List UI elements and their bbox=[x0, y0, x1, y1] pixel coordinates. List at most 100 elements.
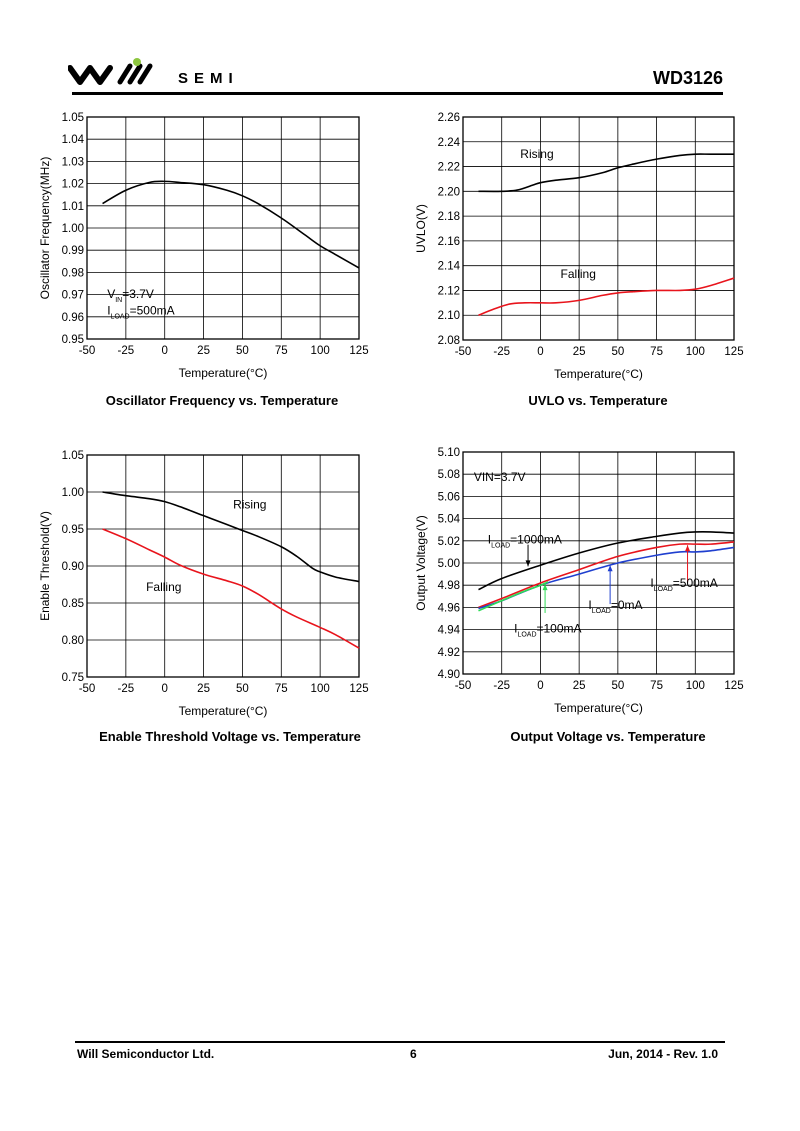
footer-company: Will Semiconductor Ltd. bbox=[77, 1047, 215, 1061]
annotation-label: Falling bbox=[561, 267, 596, 281]
series-line bbox=[478, 530, 735, 591]
logo-wave-mark bbox=[68, 65, 113, 85]
y-tick-label: 0.85 bbox=[62, 598, 84, 610]
y-tick-label: 1.03 bbox=[62, 156, 84, 168]
series-line bbox=[102, 180, 360, 269]
x-tick-label: 0 bbox=[537, 346, 543, 358]
x-tick-label: 100 bbox=[686, 680, 705, 692]
x-axis-label: Temperature(°C) bbox=[179, 366, 268, 380]
x-tick-label: 75 bbox=[650, 346, 663, 358]
x-tick-label: -25 bbox=[493, 680, 510, 692]
x-tick-label: -50 bbox=[455, 346, 472, 358]
x-tick-label: 100 bbox=[311, 345, 330, 357]
annotation-label: ILOAD=100mA bbox=[514, 621, 581, 638]
y-tick-label: 1.00 bbox=[62, 487, 84, 499]
series-line bbox=[478, 277, 735, 316]
y-tick-label: 0.80 bbox=[62, 635, 84, 647]
y-tick-label: 4.90 bbox=[438, 669, 460, 681]
x-axis-label: Temperature(°C) bbox=[554, 367, 643, 381]
x-tick-label: 125 bbox=[349, 683, 368, 695]
annotation-subscript: IN bbox=[115, 297, 122, 304]
x-tick-label: 0 bbox=[537, 680, 543, 692]
y-tick-label: 4.96 bbox=[438, 602, 460, 614]
logo-slash-2 bbox=[127, 63, 143, 85]
y-tick-label: 4.94 bbox=[438, 625, 461, 637]
x-tick-label: 75 bbox=[275, 683, 288, 695]
annotation-text: Rising bbox=[233, 498, 266, 512]
x-tick-label: 25 bbox=[573, 346, 586, 358]
y-tick-label: 1.04 bbox=[62, 134, 85, 146]
annotation-label: Falling bbox=[146, 580, 181, 594]
annotation-subscript: LOAD bbox=[592, 608, 611, 615]
annotation-text: VIN=3.7V bbox=[474, 470, 526, 484]
series-line bbox=[478, 153, 734, 193]
annotation-text: I bbox=[650, 576, 653, 590]
y-tick-label: 0.75 bbox=[62, 672, 84, 684]
annotation-text: Falling bbox=[561, 267, 596, 281]
annotation-subscript: LOAD bbox=[654, 586, 673, 593]
y-tick-label: 2.10 bbox=[438, 310, 460, 322]
annotation-subscript: LOAD bbox=[517, 631, 536, 638]
y-tick-label: 2.12 bbox=[438, 285, 460, 297]
uvlo-chart: -50 -25 0 25 50 75 100 125 2.08 2.10 2.12 2.14 2.16 2… bbox=[414, 112, 744, 381]
annotation-text: I bbox=[514, 621, 517, 635]
caption-uvlo: UVLO vs. Temperature bbox=[528, 393, 668, 408]
plot-frame bbox=[462, 451, 735, 675]
caption-enable-threshold: Enable Threshold Voltage vs. Temperature bbox=[99, 729, 361, 744]
y-tick-label: 5.08 bbox=[438, 469, 460, 481]
x-tick-label: 100 bbox=[311, 683, 330, 695]
annotation-text: Falling bbox=[146, 580, 181, 594]
y-tick-label: 4.98 bbox=[438, 580, 460, 592]
y-tick-label: 0.97 bbox=[62, 290, 84, 302]
annotation-text-rest: =3.7V bbox=[122, 287, 154, 301]
x-tick-label: 50 bbox=[236, 683, 249, 695]
output-voltage-chart: -50 -25 0 25 50 75 100 125 4.90 4.92 4.94 4.96 4.98 5… bbox=[414, 447, 744, 715]
x-tick-label: -50 bbox=[79, 683, 96, 695]
x-tick-label: -50 bbox=[79, 345, 96, 357]
annotation-text: I bbox=[107, 304, 110, 318]
y-tick-label: 1.01 bbox=[62, 201, 84, 213]
annotation-arrow-head bbox=[607, 565, 613, 572]
y-tick-label: 2.08 bbox=[438, 335, 460, 347]
annotation-text-rest: =500mA bbox=[130, 304, 175, 318]
y-tick-label: 4.92 bbox=[438, 647, 460, 659]
annotation-arrow-head bbox=[542, 584, 548, 591]
y-tick-label: 1.02 bbox=[62, 179, 84, 191]
series-line bbox=[102, 528, 360, 649]
y-tick-label: 2.16 bbox=[438, 236, 460, 248]
y-tick-label: 0.95 bbox=[62, 334, 84, 346]
x-tick-label: -25 bbox=[493, 346, 510, 358]
plot-frame bbox=[86, 454, 360, 678]
footer-date-revision: Jun, 2014 - Rev. 1.0 bbox=[608, 1047, 718, 1061]
series-line bbox=[102, 491, 360, 583]
y-tick-label: 2.14 bbox=[438, 261, 461, 273]
y-tick-label: 2.22 bbox=[438, 162, 460, 174]
caption-output-voltage: Output Voltage vs. Temperature bbox=[510, 729, 706, 744]
footer-rule bbox=[75, 1041, 725, 1043]
x-tick-label: 125 bbox=[349, 345, 368, 357]
x-tick-label: 50 bbox=[611, 346, 624, 358]
annotation-label: Rising bbox=[520, 147, 553, 161]
annotation-label: ILOAD=500mA bbox=[107, 304, 174, 321]
y-tick-label: 2.26 bbox=[438, 112, 460, 124]
oscillator-frequency-chart: -50 -25 0 25 50 75 100 125 0.95 0.96 0.97 0.98 0.99 1… bbox=[38, 112, 369, 380]
annotation-text: I bbox=[488, 533, 491, 547]
x-tick-label: 25 bbox=[573, 680, 586, 692]
x-tick-label: -25 bbox=[118, 345, 135, 357]
footer-page-number: 6 bbox=[410, 1047, 417, 1061]
x-tick-label: 125 bbox=[724, 680, 743, 692]
enable-threshold-chart: -50 -25 0 25 50 75 100 125 0.75 0.80 0.85 0.90 0.95 1… bbox=[38, 450, 369, 718]
y-tick-label: 5.06 bbox=[438, 491, 460, 503]
y-tick-label: 1.00 bbox=[62, 223, 84, 235]
y-tick-label: 1.05 bbox=[62, 112, 84, 124]
x-tick-label: 50 bbox=[611, 680, 624, 692]
annotation-label: VIN=3.7V bbox=[474, 470, 526, 484]
y-tick-label: 5.02 bbox=[438, 536, 460, 548]
document-id: WD3126 bbox=[652, 68, 723, 88]
plot-frame bbox=[462, 116, 735, 341]
x-axis-label: Temperature(°C) bbox=[179, 704, 268, 718]
annotation-arrow-head bbox=[525, 560, 531, 567]
y-axis-label: UVLO(V) bbox=[414, 204, 428, 253]
company-logo bbox=[68, 58, 153, 85]
annotation-text-rest: =0mA bbox=[611, 598, 643, 612]
